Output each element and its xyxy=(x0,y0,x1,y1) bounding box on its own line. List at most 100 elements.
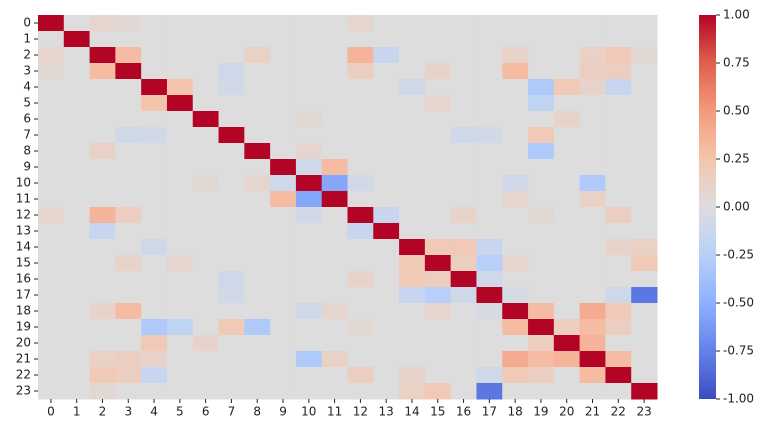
heatmap-cell xyxy=(424,191,452,208)
heatmap-cell xyxy=(450,175,477,192)
heatmap-cell xyxy=(528,95,555,112)
heatmap-cell xyxy=(631,207,658,224)
heatmap-cell xyxy=(553,127,581,144)
heatmap-cell xyxy=(553,79,581,96)
heatmap-cell xyxy=(192,31,220,48)
heatmap-cell xyxy=(270,223,297,240)
heatmap-cell xyxy=(89,255,116,272)
heatmap-cell xyxy=(38,319,65,336)
heatmap-cell xyxy=(373,159,400,176)
heatmap-cell xyxy=(631,255,658,272)
x-tick-label: 6 xyxy=(202,405,210,419)
heatmap-cell xyxy=(605,335,632,352)
heatmap-cell xyxy=(166,15,194,32)
heatmap-cell xyxy=(166,159,194,176)
heatmap-cell xyxy=(579,143,606,160)
heatmap-cell xyxy=(321,287,348,304)
heatmap-cell xyxy=(166,143,194,160)
heatmap-cell xyxy=(579,63,606,80)
heatmap-cell xyxy=(321,239,348,256)
heatmap-cell xyxy=(347,319,374,336)
heatmap-cell xyxy=(38,351,65,368)
heatmap-cell xyxy=(553,351,581,368)
heatmap-cell xyxy=(553,255,581,272)
heatmap-cell xyxy=(63,111,91,128)
heatmap-cell xyxy=(141,47,168,64)
x-tick-label: 22 xyxy=(611,405,626,419)
heatmap-cell xyxy=(424,127,452,144)
heatmap-cell xyxy=(63,271,91,288)
heatmap-cell xyxy=(373,239,400,256)
heatmap-cell xyxy=(424,159,452,176)
heatmap-cell xyxy=(579,15,606,32)
heatmap-cell xyxy=(63,95,91,112)
heatmap-cell xyxy=(141,95,168,112)
heatmap-cell xyxy=(89,79,116,96)
heatmap-cell xyxy=(476,335,503,352)
heatmap-cell xyxy=(38,367,65,384)
heatmap-cell xyxy=(347,127,374,144)
heatmap-cell xyxy=(450,47,477,64)
heatmap-cell xyxy=(295,207,323,224)
heatmap-cell xyxy=(38,255,65,272)
heatmap-cell xyxy=(553,143,581,160)
heatmap-cell xyxy=(63,383,91,400)
heatmap-cell xyxy=(295,143,323,160)
heatmap-cell xyxy=(424,239,452,256)
heatmap-cell xyxy=(476,383,503,400)
heatmap-cell xyxy=(218,239,245,256)
heatmap-cell xyxy=(89,287,116,304)
heatmap-cell xyxy=(270,239,297,256)
heatmap-cell xyxy=(295,287,323,304)
heatmap-cell xyxy=(115,111,142,128)
heatmap-cell xyxy=(38,223,65,240)
heatmap-cell xyxy=(579,351,606,368)
heatmap-cell xyxy=(192,255,220,272)
heatmap-cell xyxy=(244,63,271,80)
heatmap-cell xyxy=(192,15,220,32)
heatmap-cell xyxy=(192,303,220,320)
heatmap-cell xyxy=(321,143,348,160)
y-tick-label: 22 xyxy=(16,368,31,382)
heatmap-cell xyxy=(347,95,374,112)
heatmap-cell xyxy=(115,31,142,48)
heatmap-cell xyxy=(373,95,400,112)
heatmap-cell xyxy=(321,31,348,48)
heatmap-cell xyxy=(373,143,400,160)
y-tick-label: 20 xyxy=(16,336,31,350)
heatmap-cell xyxy=(502,47,529,64)
heatmap-cell xyxy=(631,287,658,304)
heatmap-cell xyxy=(476,79,503,96)
heatmap-cell xyxy=(166,351,194,368)
x-tick-label: 8 xyxy=(253,405,261,419)
y-tick-label: 15 xyxy=(16,256,31,270)
heatmap-cell xyxy=(373,255,400,272)
heatmap-cell xyxy=(347,15,374,32)
heatmap-cell xyxy=(579,319,606,336)
heatmap-cell xyxy=(631,223,658,240)
heatmap-cell xyxy=(424,223,452,240)
heatmap-cell xyxy=(553,175,581,192)
heatmap-cell xyxy=(631,63,658,80)
x-tick-label: 5 xyxy=(176,405,184,419)
x-tick-label: 15 xyxy=(430,405,445,419)
colorbar-tick-label: -0.50 xyxy=(723,296,754,310)
heatmap-cell xyxy=(115,351,142,368)
heatmap-cell xyxy=(605,31,632,48)
heatmap-cell xyxy=(347,255,374,272)
heatmap-cell xyxy=(424,111,452,128)
heatmap-cell xyxy=(321,223,348,240)
heatmap-cell xyxy=(502,223,529,240)
heatmap-cell xyxy=(321,303,348,320)
heatmap-cell xyxy=(579,383,606,400)
heatmap-cell xyxy=(192,95,220,112)
heatmap-cell xyxy=(528,191,555,208)
heatmap-cell xyxy=(321,95,348,112)
heatmap-cell xyxy=(244,111,271,128)
heatmap-cell xyxy=(89,319,116,336)
heatmap-cell xyxy=(373,271,400,288)
heatmap-cell xyxy=(89,175,116,192)
heatmap-cell xyxy=(89,15,116,32)
x-tick-label: 1 xyxy=(73,405,81,419)
heatmap-cell xyxy=(38,111,65,128)
